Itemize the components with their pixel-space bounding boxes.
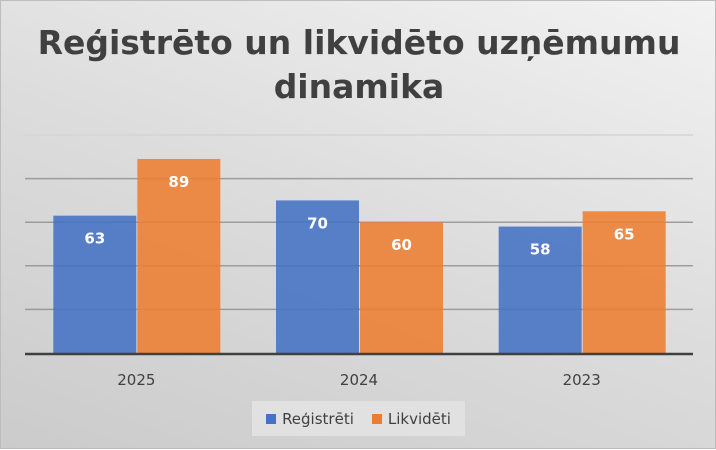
x-tick-label: 2025: [117, 371, 155, 389]
data-label: 70: [307, 214, 328, 232]
legend-label: Likvidēti: [387, 409, 451, 428]
legend-swatch-registreti: [266, 413, 277, 424]
bar-2025-1: [137, 158, 221, 353]
bar-2025-0: [53, 215, 137, 353]
data-label: 58: [530, 241, 551, 259]
legend-swatch-likvideti: [371, 413, 382, 424]
data-label: 63: [84, 230, 105, 248]
legend: Reģistrēti Likvidēti: [252, 401, 465, 436]
bar-2023-0: [498, 226, 582, 353]
x-tick-label: 2023: [563, 371, 601, 389]
legend-item-likvideti: Likvidēti: [371, 409, 451, 428]
bar-2024-1: [360, 222, 443, 353]
x-tick-label: 2024: [340, 371, 378, 389]
legend-label: Reģistrēti: [282, 409, 354, 428]
bar-2024-0: [276, 200, 359, 353]
chart-title: Reģistrēto un likvidēto uzņēmumu dinamik…: [37, 23, 681, 106]
data-label: 89: [168, 173, 189, 191]
legend-item-registreti: Reģistrēti: [266, 410, 354, 428]
data-label: 65: [614, 225, 635, 243]
data-label: 60: [391, 236, 412, 254]
bar-2023-1: [582, 211, 666, 353]
